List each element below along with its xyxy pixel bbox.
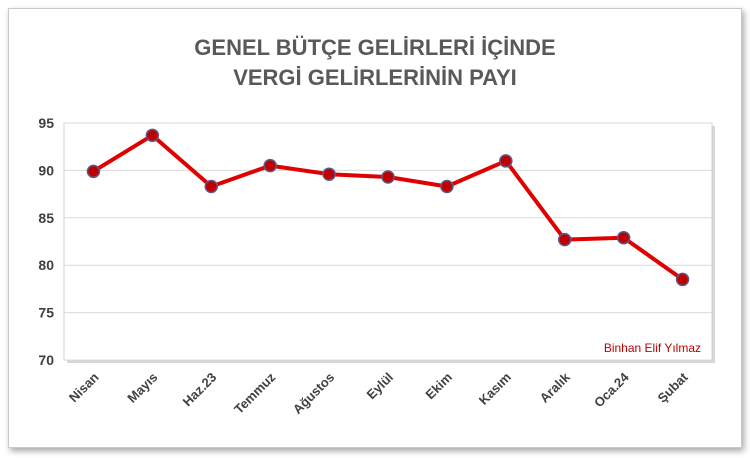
data-point: [557, 232, 572, 247]
series: [86, 128, 690, 287]
data-point: [381, 170, 395, 184]
x-tick-label: Aralık: [537, 369, 574, 406]
author-annotation: Binhan Elif Yılmaz: [604, 341, 701, 355]
data-point: [322, 167, 336, 181]
grid-lines: [64, 122, 712, 361]
data-point: [86, 164, 101, 179]
x-tick-label: Eylül: [364, 370, 397, 403]
y-tick-label: 80: [38, 257, 54, 273]
data-point: [204, 179, 219, 194]
plot-background: [63, 122, 713, 361]
data-point: [145, 128, 160, 143]
y-tick-label: 70: [38, 352, 54, 368]
data-point: [499, 154, 513, 168]
plot-area: [63, 122, 715, 363]
x-tick-label: Ağustos: [290, 370, 337, 417]
x-axis-ticks: Nisan Mayıs Haz.23 Temmuz Ağustos Eylül Ekim Ka…: [66, 369, 691, 417]
data-point: [440, 179, 454, 194]
x-tick-label: Temmuz: [231, 369, 279, 417]
data-point: [675, 272, 690, 287]
x-tick-label: Oca.24: [591, 369, 632, 410]
y-tick-label: 85: [38, 210, 54, 226]
chart-title-line-2: VERGİ GELİRLERİNİN PAYI: [233, 65, 517, 90]
data-point: [616, 230, 631, 245]
y-tick-label: 95: [38, 115, 54, 131]
line-chart: GENEL BÜTÇE GELİRLERİ İÇİNDE VERGİ GELİR…: [38, 35, 715, 417]
chart-title-line-1: GENEL BÜTÇE GELİRLERİ İÇİNDE: [194, 35, 555, 60]
x-tick-label: Ekim: [422, 370, 455, 403]
y-tick-label: 90: [38, 162, 54, 178]
data-point: [263, 158, 277, 173]
y-tick-label: 75: [38, 305, 54, 321]
x-tick-label: Mayıs: [124, 370, 160, 406]
x-tick-label: Nisan: [66, 369, 102, 405]
x-tick-label: Haz.23: [180, 370, 220, 410]
y-axis-ticks: 70 75 80 85 90 95: [38, 115, 54, 368]
x-tick-label: Şubat: [655, 369, 692, 406]
chart-frame: GENEL BÜTÇE GELİRLERİ İÇİNDE VERGİ GELİR…: [8, 8, 742, 448]
x-tick-label: Kasım: [476, 370, 514, 408]
